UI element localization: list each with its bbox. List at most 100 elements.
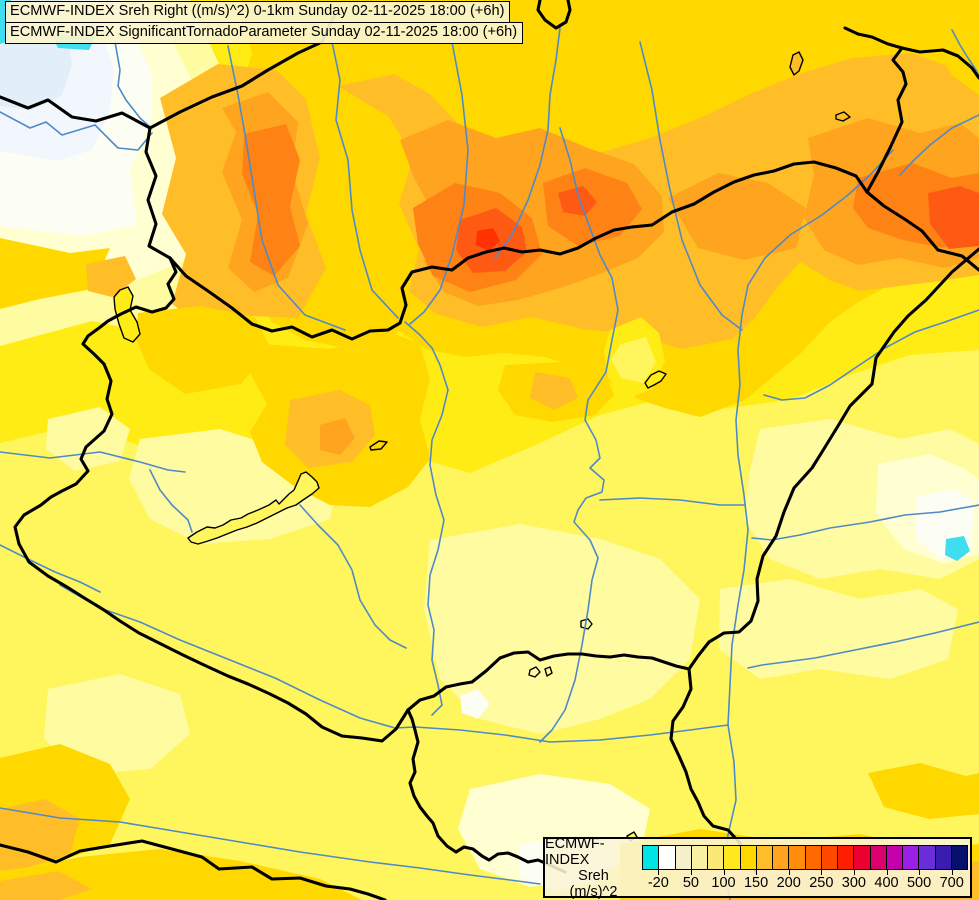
legend-tick-400 [886, 870, 888, 875]
legend-cell-6 [739, 845, 757, 870]
lake-tisza [644, 370, 667, 389]
border-hu-ro [669, 247, 979, 874]
river-nw [0, 111, 153, 151]
border-at-hu-si [13, 256, 410, 743]
lake-velence [369, 440, 388, 451]
contour-red-core [476, 228, 500, 251]
river-tisza [723, 149, 894, 900]
legend-cell-15 [885, 845, 903, 870]
river-ne-corner [951, 29, 979, 77]
contour-s10 [719, 579, 958, 679]
river-se-tributary [599, 497, 746, 506]
contour-h1 [0, 238, 110, 309]
border-ua-ne [900, 46, 979, 80]
legend-tick-50 [690, 870, 692, 875]
legend-label-100: 100 [711, 875, 736, 891]
river-zala [149, 469, 193, 533]
legend-cell-14 [869, 845, 887, 870]
legend-cell-2 [674, 845, 692, 870]
rivers [0, 27, 979, 900]
legend-tick-200 [788, 870, 790, 875]
legend-cell-5 [723, 845, 741, 870]
legend-cell-12 [837, 845, 855, 870]
border-hr-rs [406, 708, 567, 874]
lake-ne-1 [789, 51, 804, 76]
legend-tick--20 [658, 870, 660, 875]
lake-balaton [187, 471, 320, 545]
legend-cell-10 [804, 845, 822, 870]
border-at-sk [144, 126, 172, 260]
river-mura [0, 544, 101, 593]
legend-label-50: 50 [682, 875, 699, 891]
legend-tick-100 [723, 870, 725, 875]
contour-ne-corner-gold [938, 24, 979, 95]
lake-ne-2 [835, 111, 851, 122]
legend-title: ECMWF-INDEX [545, 835, 605, 868]
title-box: ECMWF-INDEX Sreh Right ((m/s)^2) 0-1km S… [5, 1, 524, 44]
legend-cell-9 [788, 845, 806, 870]
river-hron [409, 41, 469, 325]
contour-bl3 [0, 849, 362, 900]
contour-tongue-pale [611, 337, 656, 383]
legend-cell-19 [950, 845, 968, 870]
legend-cell-7 [755, 845, 773, 870]
legend-label-300: 300 [841, 875, 866, 891]
legend-cell-4 [707, 845, 725, 870]
river-vah [331, 41, 399, 319]
river-morava [114, 41, 151, 128]
legend-label--20: -20 [647, 875, 669, 891]
river-east1 [899, 114, 979, 176]
legend-color-bar [642, 845, 968, 870]
legend-cell-1 [658, 845, 676, 870]
legend-label-250: 250 [809, 875, 834, 891]
contour-h2 [86, 256, 136, 297]
legend-units: (m/s)^2 [569, 883, 618, 900]
border-sk-ua [843, 26, 908, 194]
legend-scale: -20 50 100 150 200 250 300 400 500 700 [642, 839, 970, 896]
legend-box: ECMWF-INDEX Sreh (m/s)^2 -20 50 100 150 200 2… [543, 835, 972, 900]
legend-tick-700 [951, 870, 953, 875]
contour-bl2 [0, 799, 80, 871]
contour-h6 [320, 418, 355, 455]
river-nitra [227, 45, 346, 331]
legend-cell-8 [772, 845, 790, 870]
border-hr-hu [406, 650, 691, 712]
contour-s1 [424, 524, 700, 734]
contour-br3 [868, 763, 979, 819]
legend-tick-300 [853, 870, 855, 875]
border-hu-ua [865, 190, 979, 272]
contour-orange-bridge [668, 173, 806, 260]
river-sio [299, 504, 407, 649]
contour-deeporange-w [242, 124, 300, 276]
legend-tick-150 [756, 870, 758, 875]
title-line-2: ECMWF-INDEX SignificantTornadoParameter … [5, 22, 524, 44]
lake-s-2 [544, 666, 553, 677]
legend-label-200: 200 [776, 875, 801, 891]
lakes [113, 51, 851, 842]
legend-param: Sreh [578, 867, 609, 884]
border-ba-hr [0, 839, 387, 900]
contour-cyan-east [945, 536, 970, 561]
legend-cell-0 [642, 845, 660, 870]
legend-cell-17 [918, 845, 936, 870]
border-at-cz [0, 95, 152, 130]
legend-cell-16 [902, 845, 920, 870]
contour-s7 [460, 689, 490, 719]
river-sava [0, 807, 541, 885]
border-pl-sk [536, 0, 572, 30]
river-bodrog [639, 41, 743, 331]
legend-tick-250 [821, 870, 823, 875]
legend-label-700: 700 [939, 875, 964, 891]
legend-label-150: 150 [743, 875, 769, 891]
river-maros [747, 621, 979, 669]
lake-s-1 [528, 666, 541, 678]
river-szamos [763, 309, 979, 401]
legend-cell-18 [934, 845, 952, 870]
river-poprad [494, 27, 561, 259]
title-line-1: ECMWF-INDEX Sreh Right ((m/s)^2) 0-1km S… [5, 1, 511, 23]
contour-bl4 [0, 871, 92, 900]
border-sk-hu [168, 160, 869, 341]
